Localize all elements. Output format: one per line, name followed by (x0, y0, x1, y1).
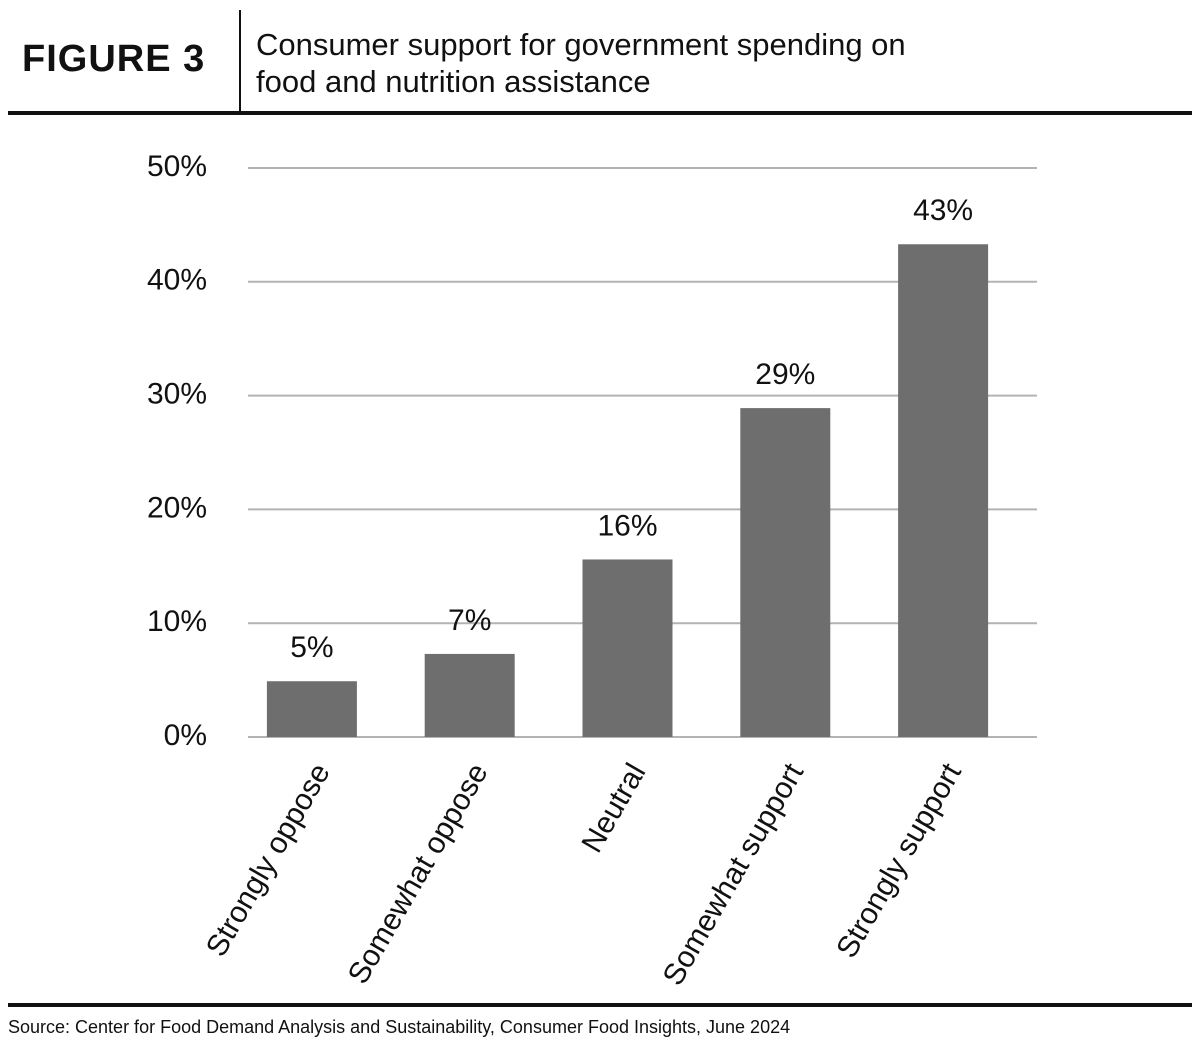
data-label: 29% (755, 358, 815, 391)
y-tick-label: 0% (164, 719, 207, 752)
data-label: 16% (597, 509, 657, 542)
y-tick-label: 40% (147, 264, 207, 297)
y-tick-label: 20% (147, 491, 207, 524)
rule (8, 1003, 1192, 1007)
figure-label: FIGURE 3 (22, 38, 206, 80)
y-tick-label: 50% (147, 150, 207, 183)
x-tick-label: Strongly oppose (200, 758, 337, 962)
x-tick-label: Somewhat oppose (342, 758, 495, 990)
x-tick-label: Neutral (575, 758, 652, 858)
y-tick-label: 30% (147, 378, 207, 411)
y-tick-label: 10% (147, 605, 207, 638)
x-tick-label: Strongly support (830, 757, 968, 963)
bar (898, 244, 989, 737)
bar (740, 408, 831, 737)
data-label: 7% (448, 604, 491, 637)
chart: 0% 10% 20% 30% 40% 50% 5% Strongly oppose 7% Some… (147, 150, 1037, 991)
rule (8, 111, 1192, 115)
bar (424, 653, 515, 737)
bar (266, 681, 357, 737)
data-label: 5% (290, 631, 333, 664)
x-tick-label: Somewhat support (657, 757, 811, 991)
bar (582, 559, 673, 737)
data-label: 43% (913, 194, 973, 227)
chart-title: Consumer support for government spending… (256, 27, 906, 99)
divider (239, 10, 241, 112)
source-note: Source: Center for Food Demand Analysis … (8, 1017, 791, 1037)
